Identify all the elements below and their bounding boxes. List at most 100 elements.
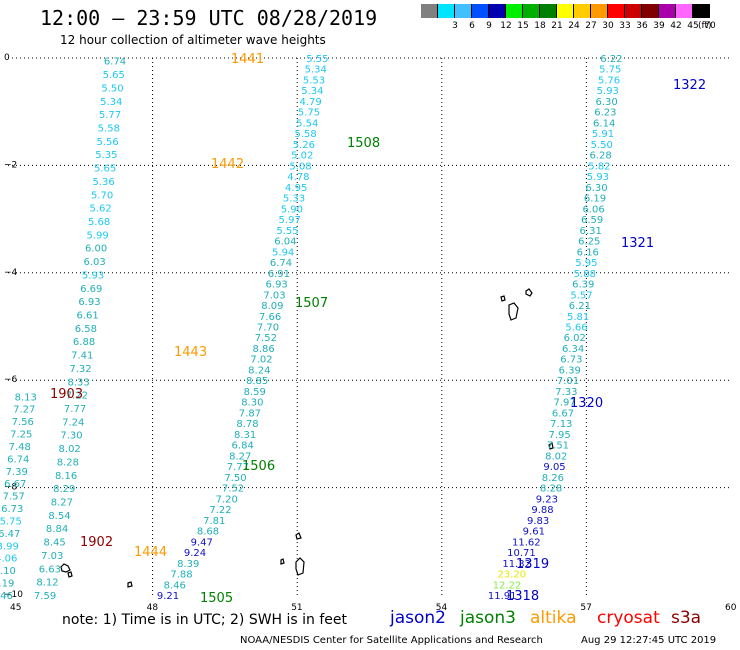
- swh-value: 5.82: [588, 161, 610, 172]
- island-outline: [280, 558, 285, 565]
- swh-value: 6.02: [564, 333, 586, 344]
- swh-value: 7.97: [554, 398, 576, 409]
- legend-swatch: [625, 4, 642, 18]
- legend-label: 33: [619, 21, 631, 31]
- legend-swatch: [472, 4, 489, 18]
- swh-value: 8.16: [55, 471, 77, 482]
- swh-value: 5.35: [95, 150, 117, 161]
- pass-label: 1441: [231, 52, 264, 67]
- island-outline: [60, 563, 71, 573]
- legend-swatch: [659, 4, 676, 18]
- swh-value: 6.30: [595, 97, 617, 108]
- swh-value: 7.81: [203, 516, 225, 527]
- swh-value: 7.22: [66, 391, 88, 402]
- swh-value: 8.27: [51, 497, 73, 508]
- swh-value: 8.26: [542, 473, 564, 484]
- swh-value: 7.41: [71, 351, 93, 362]
- swh-value: 6.19: [0, 579, 14, 590]
- swh-value: 7.88: [170, 570, 192, 581]
- swh-tracks: 6.74 5.65 5.50 5.34 5.77 5.58 5.56 5.35 5.65 5.36…: [0, 54, 623, 602]
- swh-value: 7.24: [62, 417, 84, 428]
- legend-swatch: [489, 4, 506, 18]
- swh-value: 7.66: [259, 312, 281, 323]
- swh-value: 5.54: [296, 118, 318, 129]
- swh-value: 6.84: [232, 441, 254, 452]
- swh-value: 9.61: [523, 527, 545, 538]
- swh-value: 5.50: [101, 83, 123, 94]
- axis-tick-labels: 45 48 51 54 57 60 0 −2 −4 −6 −8 −10: [4, 53, 737, 613]
- legend-label: 27: [585, 21, 597, 31]
- swh-value: 5.58: [294, 129, 316, 140]
- swh-value: 6.30: [585, 183, 607, 194]
- swh-value: 6.93: [266, 280, 288, 291]
- swh-value: 8.28: [57, 457, 79, 468]
- swh-value: 5.77: [99, 110, 121, 121]
- swh-value: 6.63: [39, 564, 61, 575]
- legend-swatch: [676, 4, 693, 18]
- swh-value: 5.34: [305, 65, 327, 76]
- mission-name: s3a: [671, 608, 702, 628]
- swh-value: 8.02: [59, 444, 81, 455]
- pass-label: 1508: [347, 136, 380, 151]
- legend-label: 36: [636, 21, 648, 31]
- swh-value: 7.39: [6, 467, 28, 478]
- swh-value: 5.66: [565, 323, 587, 334]
- swh-value: 7.02: [250, 355, 272, 366]
- swh-value: 8.54: [48, 511, 70, 522]
- lon-tick-label: 60: [725, 603, 737, 613]
- lat-tick-label: 0: [4, 53, 10, 63]
- swh-value: 6.88: [73, 337, 95, 348]
- lat-tick-label: −10: [4, 590, 23, 600]
- swh-value: 5.26: [293, 140, 315, 151]
- swh-value: 8.27: [229, 451, 251, 462]
- swh-value: 7.01: [557, 376, 579, 387]
- swh-value: 7.25: [10, 430, 32, 441]
- swh-value: 7.59: [34, 591, 56, 602]
- swh-value: 7.33: [555, 387, 577, 398]
- swh-value: 6.23: [594, 108, 616, 119]
- swh-value: 6.67: [4, 479, 26, 490]
- swh-value: 5.97: [279, 215, 301, 226]
- pass-label: 1442: [211, 157, 244, 172]
- swh-value: 6.93: [78, 297, 100, 308]
- legend-swatch: [557, 4, 574, 18]
- swh-value: 5.50: [591, 140, 613, 151]
- swh-value: 4.78: [287, 172, 309, 183]
- swh-value: 6.67: [552, 408, 574, 419]
- legend-swatch: [523, 4, 540, 18]
- swh-value: 5.91: [592, 129, 614, 140]
- swh-value: 6.04: [274, 237, 296, 248]
- lat-tick-label: −4: [4, 268, 18, 278]
- swh-value: 5.93: [597, 86, 619, 97]
- legend-label: 42: [670, 21, 682, 31]
- swh-value: 6.73: [560, 355, 582, 366]
- pass-label: 1444: [134, 545, 167, 560]
- swh-value: 8.86: [253, 344, 275, 355]
- lat-lon-grid: [8, 57, 731, 595]
- swh-value: 5.08: [289, 161, 311, 172]
- swh-value: 8.24: [248, 365, 270, 376]
- legend-swatch: [421, 4, 438, 18]
- swh-value: 6.21: [569, 301, 591, 312]
- pass-label: 1902: [80, 535, 113, 550]
- swh-value: 5.55: [276, 226, 298, 237]
- mission-name: cryosat: [597, 608, 660, 628]
- pass-label: 1903: [50, 387, 83, 402]
- swh-value: 7.22: [209, 505, 231, 516]
- swh-value: 5.62: [89, 204, 111, 215]
- legend-swatch: [693, 4, 710, 18]
- island-outline: [525, 288, 533, 297]
- swh-value: 8.12: [36, 578, 58, 589]
- swh-value: 6.39: [559, 365, 581, 376]
- swh-value: 8.68: [197, 527, 219, 538]
- lon-tick-label: 45: [10, 603, 21, 613]
- swh-value: 5.56: [96, 137, 118, 148]
- swh-value: 7.51: [547, 441, 569, 452]
- swh-value: 7.95: [548, 430, 570, 441]
- swh-value: 6.10: [0, 566, 16, 577]
- swh-value: 6.74: [270, 258, 292, 269]
- legend-swatch: [438, 4, 455, 18]
- legend-label: 21: [551, 21, 563, 31]
- legend-label: 3: [452, 21, 458, 31]
